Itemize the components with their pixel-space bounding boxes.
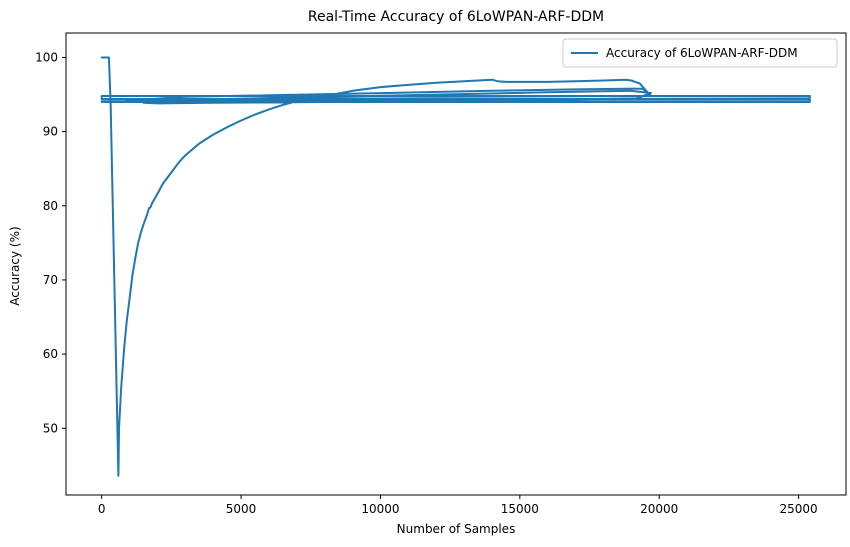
x-tick-label: 20000 [640,502,678,516]
legend-label: Accuracy of 6LoWPAN-ARF-DDM [606,46,798,60]
x-tick-label: 0 [98,502,106,516]
plot-area: 0 5000 10000 15000 20000 25000 50 60 70 80 90 100 [35,32,847,516]
y-tick-label: 60 [43,347,58,361]
x-tick-label: 10000 [361,502,399,516]
chart-title: Real-Time Accuracy of 6LoWPAN-ARF-DDM [308,9,604,25]
y-axis-label: Accuracy (%) [8,226,22,305]
x-tick-label: 25000 [780,502,818,516]
series-line-0 [100,56,811,477]
x-tick-label: 5000 [226,502,257,516]
legend: Accuracy of 6LoWPAN-ARF-DDM [562,38,838,68]
legend-box [562,38,838,68]
x-axis-label: Number of Samples [397,522,516,536]
y-tick-label: 80 [43,199,58,213]
y-tick-label: 70 [43,273,58,287]
y-tick-label: 90 [43,125,58,139]
y-tick-label: 100 [35,50,58,64]
y-tick-label: 50 [43,421,58,435]
axes-frame [65,32,847,496]
x-tick-label: 15000 [501,502,539,516]
